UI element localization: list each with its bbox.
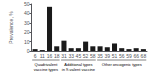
svg-text:59: 59 [126,53,132,59]
svg-text:50: 50 [24,1,30,7]
svg-text:in 9-valent vaccine: in 9-valent vaccine [62,67,96,72]
svg-text:31: 31 [61,53,67,59]
svg-text:66: 66 [133,53,139,59]
svg-text:39: 39 [105,53,111,59]
svg-text:Additional types: Additional types [64,62,93,67]
svg-text:33: 33 [68,53,74,59]
svg-text:20: 20 [24,29,30,35]
svg-text:Prevalence, %: Prevalence, % [8,11,14,44]
svg-text:0: 0 [27,48,30,54]
svg-text:40: 40 [24,10,30,16]
svg-text:Quadrivalent: Quadrivalent [34,62,58,67]
svg-text:45: 45 [76,53,82,59]
svg-text:35: 35 [97,53,103,59]
svg-text:30: 30 [24,20,30,26]
svg-text:58: 58 [90,53,96,59]
svg-text:Other oncogenic types: Other oncogenic types [102,62,142,67]
svg-text:16: 16 [47,53,53,59]
svg-text:52: 52 [83,53,89,59]
svg-text:51: 51 [112,53,118,59]
svg-text:18: 18 [54,53,60,59]
svg-text:68: 68 [141,53,147,59]
svg-text:6: 6 [34,53,37,59]
svg-text:56: 56 [119,53,125,59]
svg-text:vaccine types: vaccine types [34,67,58,72]
svg-text:10: 10 [24,39,30,45]
svg-text:11: 11 [40,53,45,59]
